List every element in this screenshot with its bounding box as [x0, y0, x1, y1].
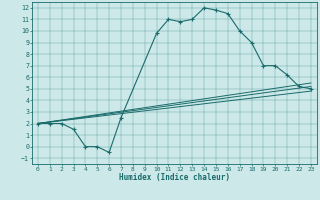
X-axis label: Humidex (Indice chaleur): Humidex (Indice chaleur): [119, 173, 230, 182]
